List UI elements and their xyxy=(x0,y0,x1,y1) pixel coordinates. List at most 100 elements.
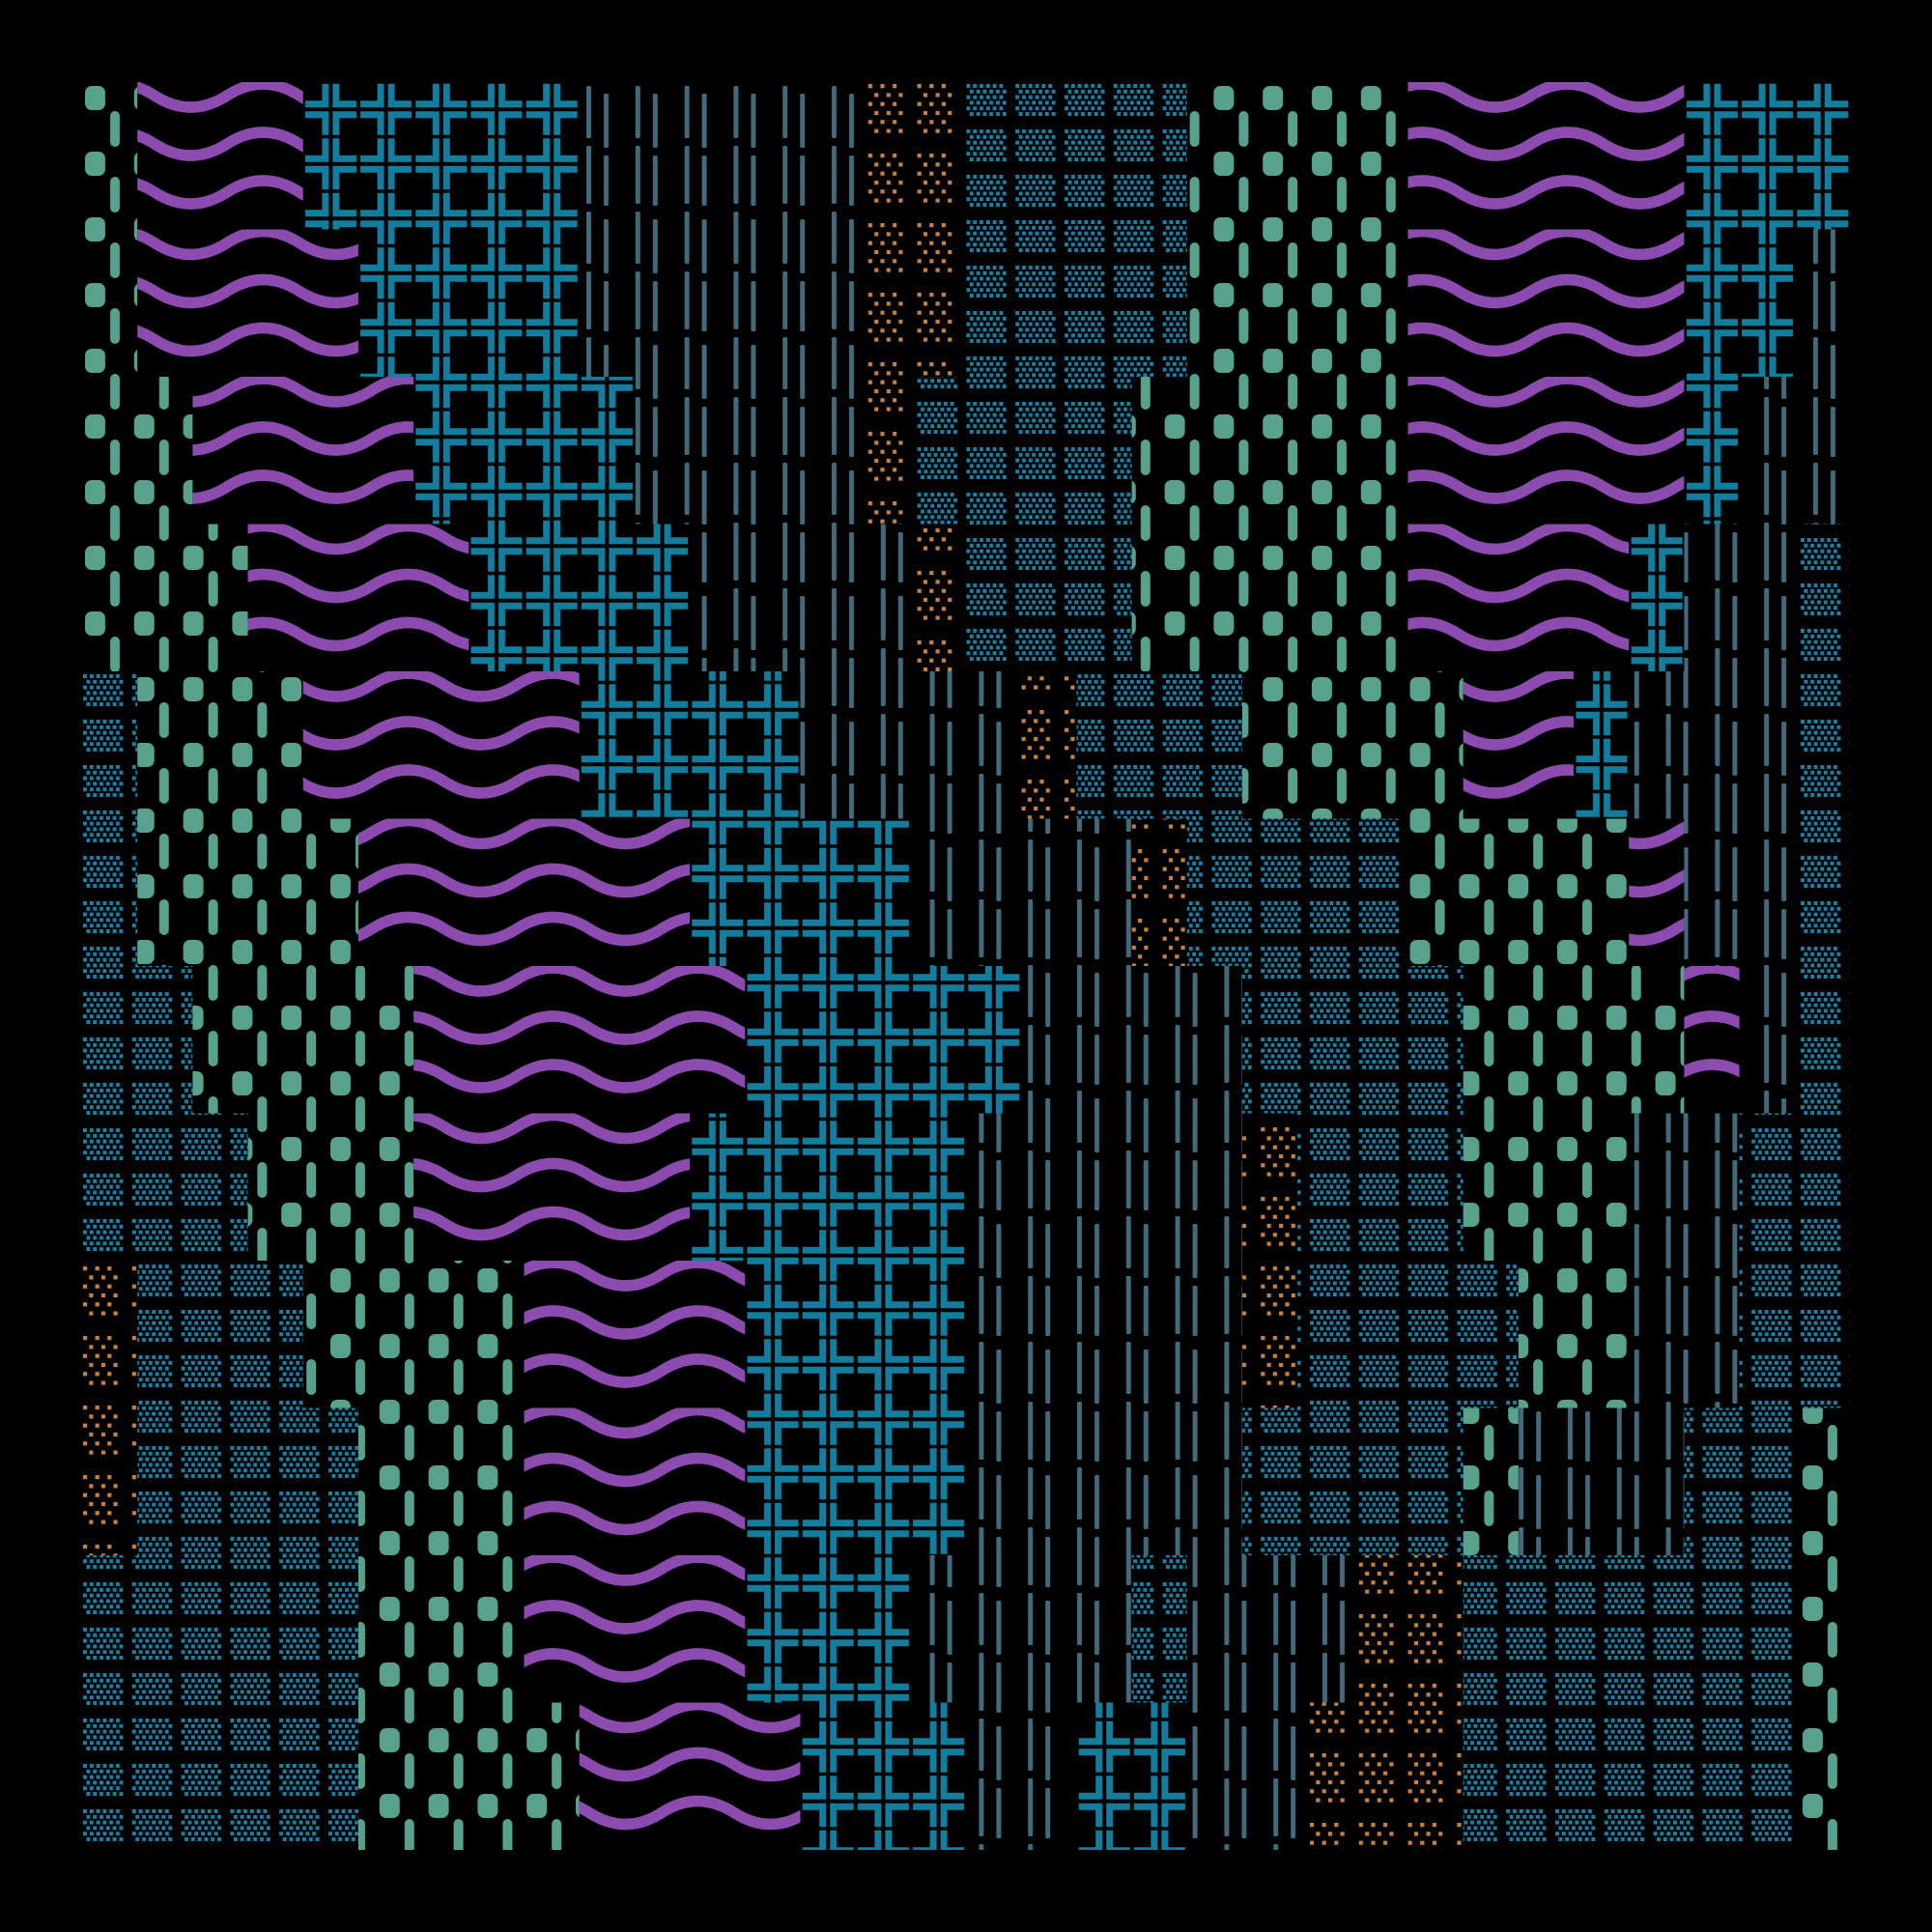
patch-blue-dot-blocks xyxy=(1794,524,1850,671)
patch-purple-wave-rows xyxy=(524,1555,746,1703)
patch-blue-dot-blocks xyxy=(1241,966,1463,1114)
patch-teal-cross-brackets xyxy=(469,524,691,671)
patch-teal-cross-brackets xyxy=(1574,671,1630,819)
patch-slate-vertical-dashes xyxy=(579,229,856,377)
patch-slate-vertical-dashes xyxy=(1739,966,1795,1114)
patch-teal-pill-grid xyxy=(1241,671,1463,819)
patch-purple-wave-rows xyxy=(1407,524,1630,671)
patch-teal-cross-brackets xyxy=(690,1113,966,1261)
patch-slate-vertical-dashes xyxy=(1629,1113,1740,1261)
patch-blue-dot-blocks xyxy=(910,377,1132,525)
patch-teal-pill-grid xyxy=(1407,818,1630,966)
patch-teal-cross-brackets xyxy=(1629,524,1685,671)
patch-blue-dot-blocks xyxy=(82,966,193,1114)
patch-blue-dot-blocks xyxy=(1076,671,1242,819)
patch-orange-dot-blocks xyxy=(1131,818,1187,966)
patch-orange-dot-blocks xyxy=(1021,671,1077,819)
patch-blue-dot-blocks xyxy=(137,1407,358,1555)
patch-teal-pill-grid xyxy=(1463,966,1685,1114)
patch-purple-wave-rows xyxy=(137,229,358,377)
patch-teal-cross-brackets xyxy=(579,671,801,819)
patch-blue-dot-blocks xyxy=(966,229,1187,377)
patch-slate-vertical-dashes xyxy=(1739,377,1850,525)
patch-blue-dot-blocks xyxy=(1794,671,1850,819)
patch-teal-pill-grid xyxy=(1186,229,1408,377)
patch-purple-wave-rows xyxy=(357,818,691,966)
patch-teal-cross-brackets xyxy=(1684,377,1740,525)
patch-teal-pill-grid xyxy=(1518,1261,1630,1408)
patch-purple-wave-rows xyxy=(192,377,414,525)
patch-blue-dot-blocks xyxy=(82,1555,358,1703)
patch-blue-dot-blocks xyxy=(1463,1555,1795,1703)
patch-purple-wave-rows xyxy=(524,1261,746,1408)
patch-teal-pill-grid xyxy=(137,818,358,966)
patch-teal-pill-grid xyxy=(82,82,138,230)
patch-slate-vertical-dashes xyxy=(634,377,856,525)
patch-teal-cross-brackets xyxy=(413,377,635,525)
patch-slate-vertical-dashes xyxy=(910,818,1132,966)
patch-orange-dot-blocks xyxy=(1241,1113,1298,1261)
patch-teal-pill-grid xyxy=(247,1113,414,1261)
patch-orange-dot-blocks xyxy=(855,229,966,377)
patch-teal-pill-grid xyxy=(1794,1555,1850,1703)
patch-slate-vertical-dashes xyxy=(800,671,1022,819)
patch-teal-pill-grid xyxy=(82,377,193,525)
patch-orange-dot-blocks xyxy=(82,1407,138,1555)
patch-orange-dot-blocks xyxy=(855,377,911,525)
patch-blue-dot-blocks xyxy=(82,1113,248,1261)
patch-purple-wave-rows xyxy=(524,1407,746,1555)
patch-purple-wave-rows xyxy=(1684,966,1740,1114)
patch-blue-dot-blocks xyxy=(1739,1261,1850,1408)
patch-blue-dot-blocks xyxy=(966,524,1132,671)
patch-purple-wave-rows xyxy=(579,1702,801,1850)
patch-blue-dot-blocks xyxy=(82,1702,358,1850)
patch-orange-dot-blocks xyxy=(1352,1555,1463,1703)
patch-teal-pill-grid xyxy=(1794,1702,1850,1850)
patch-teal-pill-grid xyxy=(302,1261,525,1408)
patch-slate-vertical-dashes xyxy=(1684,818,1795,966)
patch-teal-cross-brackets xyxy=(1684,229,1795,377)
patch-teal-pill-grid xyxy=(1131,377,1408,525)
patch-teal-cross-brackets xyxy=(302,82,580,230)
patch-blue-dot-blocks xyxy=(1297,1261,1519,1408)
patch-purple-wave-rows xyxy=(1407,82,1685,230)
patch-slate-vertical-dashes xyxy=(690,524,911,671)
patch-teal-pill-grid xyxy=(357,1407,525,1555)
patch-purple-wave-rows xyxy=(137,82,303,230)
patch-purple-wave-rows xyxy=(1407,229,1685,377)
patch-blue-dot-blocks xyxy=(1739,1113,1850,1261)
patch-purple-wave-rows xyxy=(1407,377,1685,525)
pattern-patchwork xyxy=(82,82,1850,1850)
patch-teal-cross-brackets xyxy=(357,229,580,377)
patch-blue-dot-blocks xyxy=(1186,818,1408,966)
patch-slate-vertical-dashes xyxy=(1186,1555,1353,1703)
patch-teal-pill-grid xyxy=(1131,524,1408,671)
patch-orange-dot-blocks xyxy=(1241,1261,1298,1408)
patch-purple-wave-rows xyxy=(1463,671,1575,819)
patch-teal-pill-grid xyxy=(82,229,138,377)
patch-teal-pill-grid xyxy=(1794,1407,1850,1555)
patch-blue-dot-blocks xyxy=(1241,1407,1463,1555)
patch-blue-dot-blocks xyxy=(137,1261,303,1408)
patch-slate-vertical-dashes xyxy=(1629,671,1795,819)
patch-slate-vertical-dashes xyxy=(966,1702,1077,1850)
patch-teal-cross-brackets xyxy=(1076,1702,1187,1850)
patch-purple-wave-rows xyxy=(247,524,469,671)
patch-blue-dot-blocks xyxy=(1684,1407,1795,1555)
patch-slate-vertical-dashes xyxy=(910,1555,1132,1703)
patch-teal-pill-grid xyxy=(357,1555,525,1703)
patch-slate-vertical-dashes xyxy=(1518,1407,1685,1555)
patch-orange-dot-blocks xyxy=(82,1261,138,1408)
patch-teal-cross-brackets xyxy=(745,1555,911,1703)
patch-purple-wave-rows xyxy=(413,1113,691,1261)
patch-blue-dot-blocks xyxy=(966,82,1187,230)
patch-orange-dot-blocks xyxy=(910,524,966,671)
patch-teal-pill-grid xyxy=(1463,1407,1519,1555)
patch-blue-dot-blocks xyxy=(1297,1113,1463,1261)
patch-slate-vertical-dashes xyxy=(966,1113,1242,1261)
patch-slate-vertical-dashes xyxy=(1186,1702,1298,1850)
patch-teal-cross-brackets xyxy=(745,966,1022,1114)
patch-purple-wave-rows xyxy=(1629,818,1685,966)
